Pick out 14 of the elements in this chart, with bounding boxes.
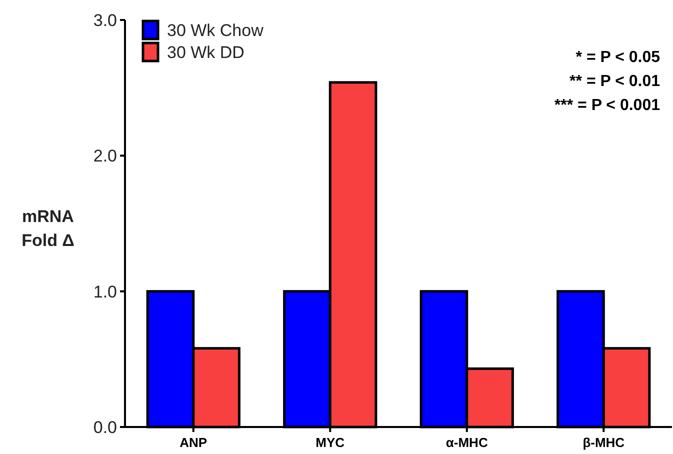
x-tick-label: α-MHC bbox=[446, 435, 488, 450]
y-tick-label: 1.0 bbox=[93, 282, 117, 302]
annotation: ** = P < 0.01 bbox=[570, 73, 660, 90]
annotation: *** = P < 0.001 bbox=[554, 97, 660, 114]
annotation: * = P < 0.05 bbox=[576, 49, 660, 66]
x-tick-label: MYC bbox=[316, 435, 346, 450]
y-tick-label: 2.0 bbox=[93, 146, 117, 166]
x-tick-label: ANP bbox=[180, 435, 208, 450]
y-tick-label: 3.0 bbox=[93, 10, 117, 30]
legend-label: 30 Wk Chow bbox=[167, 20, 264, 40]
y-tick-label: 0.0 bbox=[93, 418, 117, 437]
x-tick-label: β-MHC bbox=[582, 435, 626, 450]
y-axis-title: mRNA Fold Δ bbox=[22, 207, 74, 250]
legend-label: 30 Wk DD bbox=[167, 42, 244, 62]
